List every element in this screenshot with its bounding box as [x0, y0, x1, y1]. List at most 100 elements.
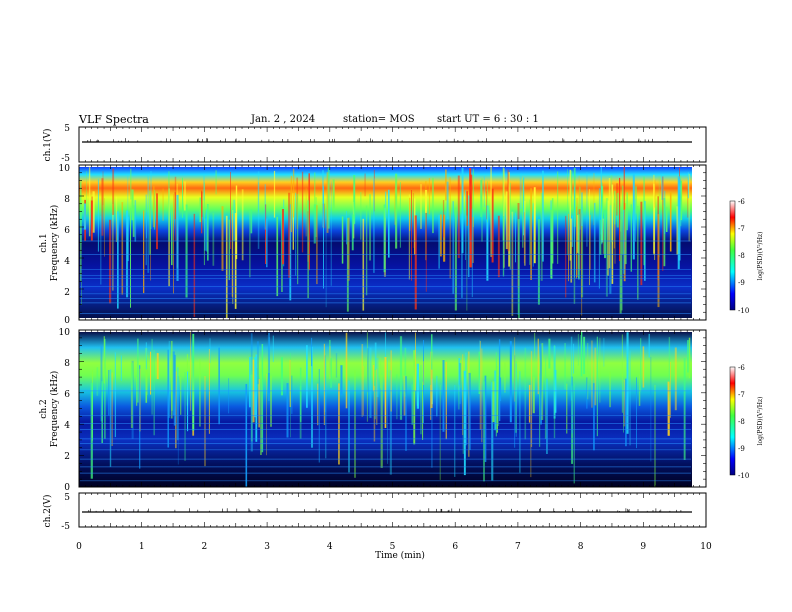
spectrogram-streak [678, 178, 681, 261]
spectrogram-streak [173, 193, 174, 294]
spectrogram-streak [184, 372, 186, 461]
spectrogram-streak [145, 194, 147, 266]
spectrogram-streak [139, 365, 141, 469]
spectrogram-streak [665, 207, 668, 232]
spectrogram-streak [212, 213, 215, 266]
spectrogram-streak [483, 381, 485, 482]
spectrogram-streak [601, 182, 603, 219]
spectrogram-streak [486, 205, 489, 281]
spectrogram-streak [458, 385, 460, 410]
spectrogram-streak [174, 176, 177, 241]
spectrogram-streak [540, 193, 543, 281]
spectrogram-streak [576, 206, 577, 279]
spectrogram-streak [80, 182, 81, 282]
spectrogram-streak [623, 379, 626, 427]
spectrogram-streak [602, 218, 604, 254]
spectrogram-streak [127, 216, 129, 262]
spectrogram-streak [168, 171, 170, 242]
spectrogram-streak [472, 217, 474, 263]
spectrogram-streak [154, 190, 156, 230]
spectrogram-streak [145, 342, 147, 370]
spectrogram-streak [459, 360, 461, 389]
xtick-label: 10 [700, 542, 712, 552]
spectrogram-streak [347, 217, 350, 281]
spectrogram-streak [550, 209, 553, 279]
spectrogram-streak [533, 187, 536, 264]
spectrogram-streak [571, 376, 573, 434]
spectrogram-streak [388, 189, 390, 258]
spectrogram-streak [542, 170, 544, 262]
spectrogram-streak [120, 355, 122, 381]
spectrogram-streak [266, 373, 267, 456]
spectrogram-streak [280, 357, 283, 396]
spectrogram-streak [550, 217, 552, 278]
spectrogram-streak [172, 351, 175, 416]
spectrogram-streak [83, 203, 86, 230]
spectrogram-streak [578, 175, 580, 236]
spectrogram-streak [524, 200, 526, 266]
spectrogram-streak [683, 358, 686, 460]
spectrogram-streak [299, 367, 302, 422]
ytick-label: 2 [64, 288, 70, 298]
spectrogram-streak [376, 357, 379, 398]
spectrogram-streak [623, 209, 625, 274]
spectrogram-streak [101, 381, 103, 443]
spectrogram-streak [613, 203, 616, 249]
x-axis-label: Time (min) [375, 550, 425, 561]
spectrogram-streak [367, 348, 369, 393]
spectrogram-streak [149, 190, 151, 255]
spectrogram-streak [676, 206, 679, 255]
spectrogram-streak [173, 354, 176, 426]
spectrogram-streak [413, 350, 416, 445]
spectrogram-streak [130, 362, 133, 428]
spectrogram-streak [111, 372, 113, 446]
ch1-voltage-axis-label: ch.1(V) [42, 129, 53, 162]
spectrogram-streak [203, 175, 205, 201]
spectrogram-streak [445, 169, 447, 201]
spectrogram-streak [514, 355, 516, 448]
spectrogram-streak [599, 337, 601, 403]
spectrogram-streak [351, 214, 354, 251]
spectrogram-streak [573, 343, 575, 374]
spectrogram-streak [593, 383, 595, 451]
spectrogram-streak [462, 354, 464, 436]
spectrogram-streak [640, 338, 642, 392]
colorbar-tick: -9 [738, 279, 745, 287]
spectrogram-streak [431, 334, 433, 370]
spectrogram-streak [420, 184, 422, 229]
spectrogram-streak [470, 174, 473, 268]
spectrogram-streak [151, 338, 153, 415]
spectrogram-streak [228, 219, 230, 281]
spectrogram-streak [380, 357, 382, 389]
spectrogram-streak [565, 215, 567, 298]
spectrogram-streak [483, 176, 485, 208]
spectrogram-streak [465, 190, 466, 260]
spectrogram-streak [573, 187, 575, 278]
spectrogram-streak [480, 180, 482, 217]
spectrogram-streak [491, 188, 494, 263]
xtick-label: 7 [515, 542, 521, 552]
spectrogram-streak [338, 383, 340, 465]
panel-frame-ch1v [78, 126, 707, 163]
spectrogram-streak [162, 188, 164, 221]
spectrogram-streak [272, 335, 274, 362]
spectrogram-streak [459, 363, 462, 404]
spectrogram-streak [109, 219, 112, 304]
spectrogram-streak [405, 376, 407, 451]
spectrogram-streak [457, 175, 460, 259]
spectrogram-streak [307, 200, 309, 299]
spectrogram-streak [430, 351, 433, 408]
spectrogram-streak [258, 379, 260, 428]
spectrogram-streak [449, 177, 451, 279]
spectrogram-streak [458, 358, 461, 392]
spectrogram-streak [136, 376, 138, 406]
spectrogram-streak [623, 384, 624, 433]
spectrogram-streak [150, 351, 152, 395]
spectrogram-streak [288, 192, 291, 278]
spectrogram-streak [610, 175, 613, 243]
spectrogram-streak [266, 218, 268, 268]
colorbar-tick: -9 [738, 445, 745, 453]
spectrogram-streak [182, 177, 183, 218]
spectrogram-streak [346, 217, 349, 312]
spectrogram-streak [573, 383, 575, 484]
